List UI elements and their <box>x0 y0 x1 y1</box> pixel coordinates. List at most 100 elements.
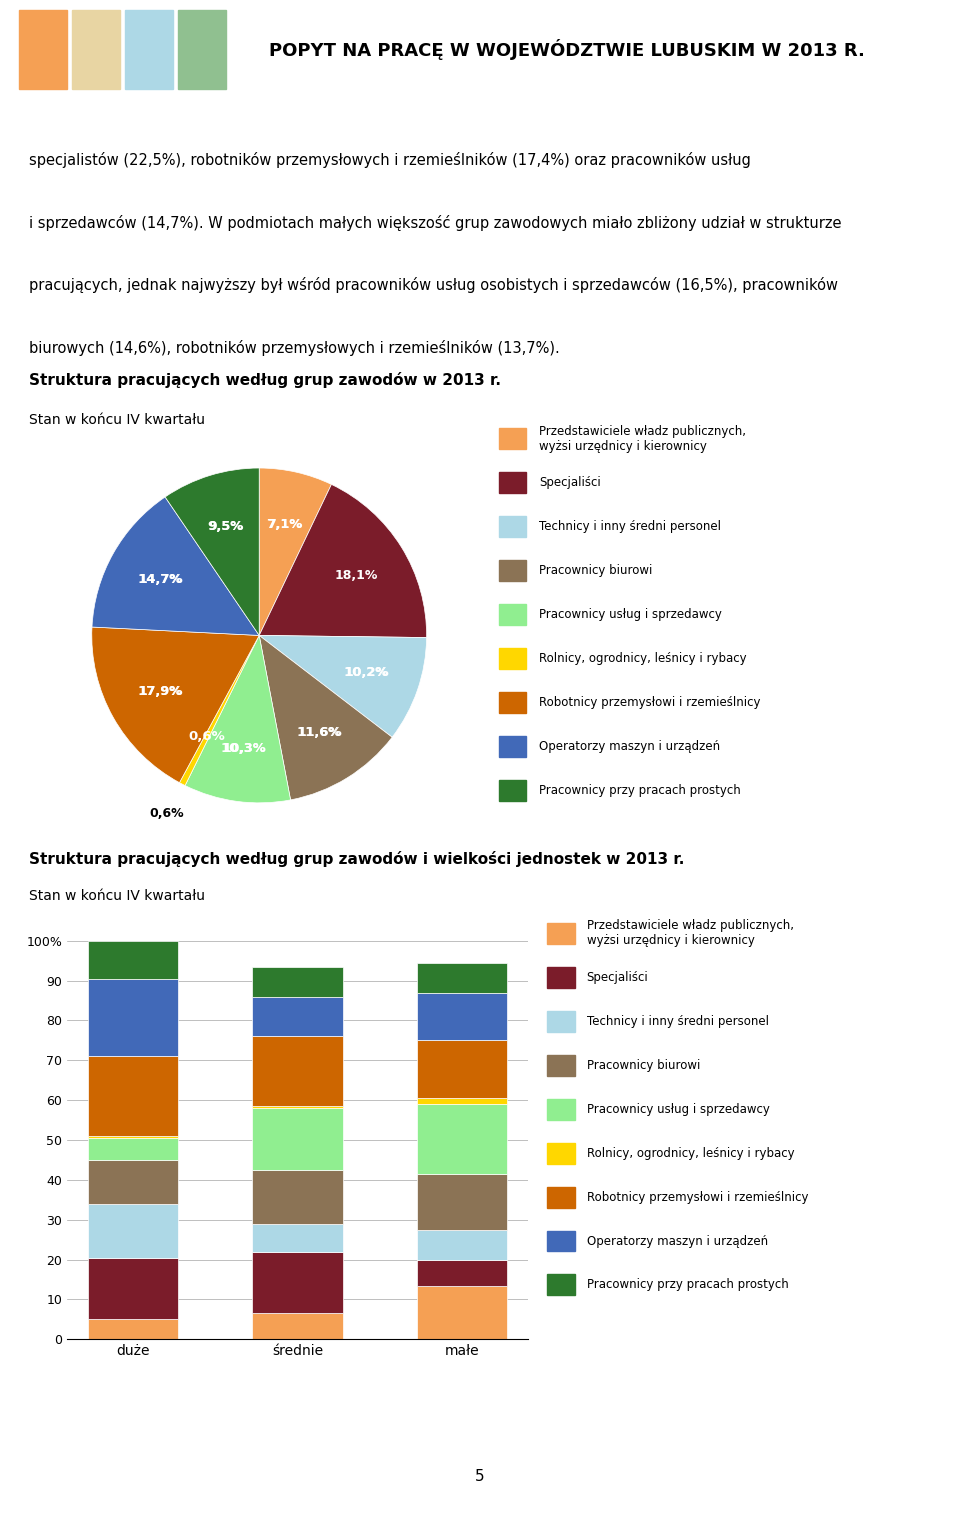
Wedge shape <box>92 498 259 636</box>
Bar <box>499 693 526 712</box>
Bar <box>499 779 526 801</box>
Text: 17,9%: 17,9% <box>137 685 182 697</box>
Bar <box>252 997 343 1036</box>
Bar <box>547 1055 575 1076</box>
Text: Rolnicy, ogrodnicy, leśnicy i rybacy: Rolnicy, ogrodnicy, leśnicy i rybacy <box>539 651 747 665</box>
Text: 9,5%: 9,5% <box>207 521 244 533</box>
Text: Struktura pracujących według grup zawodów i wielkości jednostek w 2013 r.: Struktura pracujących według grup zawodó… <box>29 851 684 868</box>
Bar <box>252 1224 343 1251</box>
Wedge shape <box>185 636 291 802</box>
Bar <box>417 1230 507 1260</box>
Bar <box>88 1204 179 1257</box>
Text: 10,2%: 10,2% <box>344 667 390 679</box>
Bar <box>417 1099 507 1103</box>
Bar <box>547 1187 575 1207</box>
Text: Operatorzy maszyn i urządzeń: Operatorzy maszyn i urządzeń <box>539 740 720 753</box>
Bar <box>125 9 173 88</box>
Bar <box>417 962 507 992</box>
Text: 7,1%: 7,1% <box>266 517 302 531</box>
Bar <box>88 1320 179 1339</box>
Text: 0,6%: 0,6% <box>150 807 184 820</box>
Bar <box>417 1173 507 1230</box>
Bar <box>417 1260 507 1286</box>
Bar <box>88 1056 179 1135</box>
Bar <box>88 1257 179 1320</box>
Text: Operatorzy maszyn i urządzeń: Operatorzy maszyn i urządzeń <box>587 1234 768 1248</box>
Text: 14,7%: 14,7% <box>137 574 182 586</box>
Text: i sprzedawców (14,7%). W podmiotach małych większość grup zawodowych miało zbliż: i sprzedawców (14,7%). W podmiotach mały… <box>29 215 841 231</box>
Bar <box>499 428 526 449</box>
Wedge shape <box>259 636 426 737</box>
Bar <box>499 516 526 537</box>
Text: Struktura pracujących według grup zawodów w 2013 r.: Struktura pracujących według grup zawodó… <box>29 371 501 388</box>
Text: biurowych (14,6%), robotników przemysłowych i rzemieślników (13,7%).: biurowych (14,6%), robotników przemysłow… <box>29 339 560 356</box>
Text: 10,3%: 10,3% <box>221 741 267 755</box>
Bar <box>547 1099 575 1120</box>
Text: Specjaliści: Specjaliści <box>539 476 601 489</box>
Wedge shape <box>92 627 259 782</box>
Bar <box>252 1313 343 1339</box>
Text: 14,7%: 14,7% <box>138 574 181 586</box>
Bar <box>547 922 575 944</box>
Text: Stan w końcu IV kwartału: Stan w końcu IV kwartału <box>29 412 204 426</box>
Text: specjalistów (22,5%), robotników przemysłowych i rzemieślników (17,4%) oraz prac: specjalistów (22,5%), robotników przemys… <box>29 152 751 167</box>
Bar <box>499 604 526 626</box>
Bar <box>178 9 226 88</box>
Wedge shape <box>259 469 331 636</box>
Bar <box>417 1103 507 1173</box>
Wedge shape <box>259 484 426 638</box>
Text: 18,1%: 18,1% <box>334 569 377 581</box>
Wedge shape <box>259 636 392 801</box>
Text: 7,1%: 7,1% <box>267 517 301 531</box>
Bar <box>547 1143 575 1163</box>
Wedge shape <box>180 636 259 785</box>
Text: Robotnicy przemysłowi i rzemieślnicy: Robotnicy przemysłowi i rzemieślnicy <box>587 1190 808 1204</box>
Text: Pracownicy usług i sprzedawcy: Pracownicy usług i sprzedawcy <box>539 607 722 621</box>
Bar <box>88 1160 179 1204</box>
Text: 11,6%: 11,6% <box>298 726 341 738</box>
Text: 5: 5 <box>475 1469 485 1484</box>
Bar <box>547 1011 575 1032</box>
Text: 17,9%: 17,9% <box>138 685 181 697</box>
Text: Pracownicy biurowi: Pracownicy biurowi <box>539 565 652 577</box>
Bar <box>417 1286 507 1339</box>
Text: Pracownicy przy pracach prostych: Pracownicy przy pracach prostych <box>539 784 741 798</box>
Text: Pracownicy przy pracach prostych: Pracownicy przy pracach prostych <box>587 1278 788 1292</box>
Bar <box>547 1274 575 1295</box>
Bar <box>417 1041 507 1099</box>
Text: Rolnicy, ogrodnicy, leśnicy i rybacy: Rolnicy, ogrodnicy, leśnicy i rybacy <box>587 1146 794 1160</box>
Bar <box>19 9 67 88</box>
Text: Stan w końcu IV kwartału: Stan w końcu IV kwartału <box>29 889 204 903</box>
Bar <box>88 1135 179 1138</box>
Bar <box>252 966 343 997</box>
Bar <box>88 1138 179 1160</box>
Text: 10,2%: 10,2% <box>345 667 389 679</box>
Bar <box>499 648 526 670</box>
Text: Technicy i inny średni personel: Technicy i inny średni personel <box>539 521 721 533</box>
Text: Robotnicy przemysłowi i rzemieślnicy: Robotnicy przemysłowi i rzemieślnicy <box>539 696 760 709</box>
Text: Pracownicy usług i sprzedawcy: Pracownicy usług i sprzedawcy <box>587 1102 769 1116</box>
Text: Specjaliści: Specjaliści <box>587 971 648 983</box>
Bar <box>252 1106 343 1108</box>
Bar <box>547 1230 575 1251</box>
Text: Przedstawiciele władz publicznych,
wyżsi urzędnicy i kierownicy: Przedstawiciele władz publicznych, wyżsi… <box>587 919 794 947</box>
Text: 11,6%: 11,6% <box>296 726 342 738</box>
Text: Technicy i inny średni personel: Technicy i inny średni personel <box>587 1015 769 1027</box>
Text: Pracownicy biurowi: Pracownicy biurowi <box>587 1059 700 1071</box>
Bar <box>547 966 575 988</box>
Bar <box>72 9 120 88</box>
Bar <box>252 1251 343 1313</box>
Bar <box>252 1108 343 1170</box>
Bar <box>499 472 526 493</box>
Wedge shape <box>165 469 259 636</box>
Text: 9,5%: 9,5% <box>208 521 243 533</box>
Text: 10,3%: 10,3% <box>222 741 266 755</box>
Bar <box>417 992 507 1041</box>
Bar <box>499 560 526 581</box>
Bar <box>499 737 526 756</box>
Text: 0,6%: 0,6% <box>188 731 226 743</box>
Bar <box>88 941 179 979</box>
Bar <box>88 979 179 1056</box>
Bar <box>252 1170 343 1224</box>
Text: Przedstawiciele władz publicznych,
wyżsi urzędnicy i kierownicy: Przedstawiciele władz publicznych, wyżsi… <box>539 425 746 452</box>
